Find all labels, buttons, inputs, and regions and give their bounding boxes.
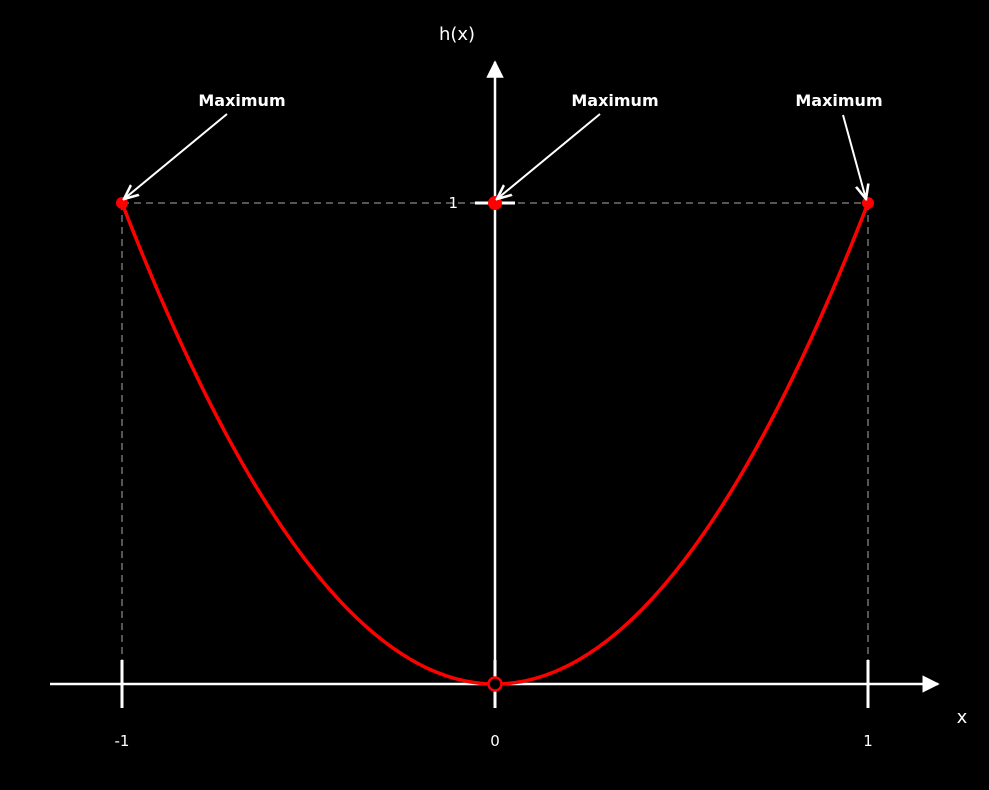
maximum-point <box>116 197 128 209</box>
annotation-label: Maximum <box>795 91 882 110</box>
annotation-label: Maximum <box>198 91 285 110</box>
x-tick-label: 1 <box>863 732 873 750</box>
maximum-point <box>862 197 874 209</box>
ticks: -1 0 1 1 <box>115 194 873 750</box>
annotation-arrow <box>124 113 228 199</box>
axes <box>50 60 940 693</box>
x-tick-label: -1 <box>115 732 130 750</box>
annotation-arrow <box>842 114 866 199</box>
open-point <box>487 676 503 692</box>
annotations: Maximum Maximum Maximum <box>124 91 883 199</box>
y-tick-label: 1 <box>448 194 458 212</box>
annotation-arrow <box>497 113 601 199</box>
y-axis-label: h(x) <box>439 24 475 45</box>
x-axis-label: x <box>957 707 968 728</box>
x-tick-label: 0 <box>490 732 500 750</box>
maximum-point <box>488 196 502 210</box>
annotation-label: Maximum <box>571 91 658 110</box>
